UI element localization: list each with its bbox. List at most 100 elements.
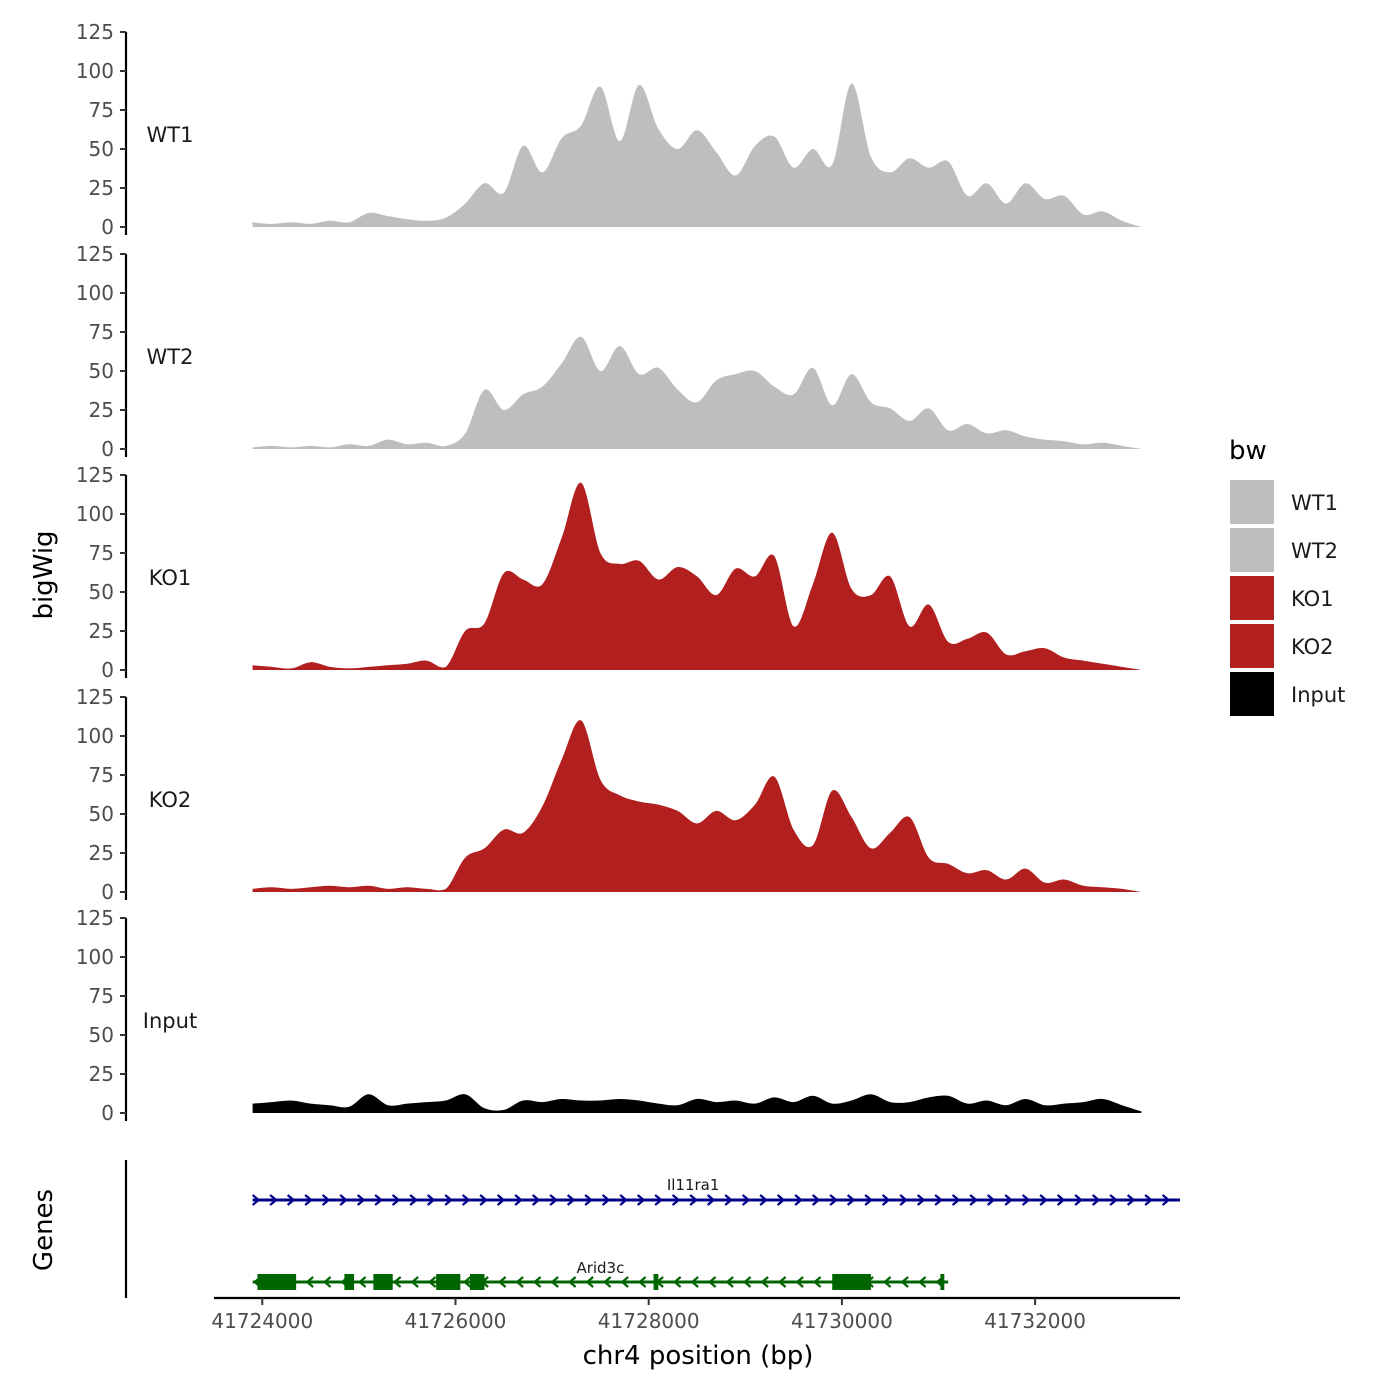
gene-label: Arid3c [576, 1259, 624, 1277]
strand-arrow-icon [636, 1194, 646, 1206]
y-tick-label: 125 [76, 685, 114, 709]
legend-label: WT2 [1291, 539, 1338, 563]
track-ko1: 0 25 50 75 100 125 KO1 [76, 463, 1142, 682]
y-tick-label: 50 [89, 359, 114, 383]
y-tick-label: 100 [76, 281, 114, 305]
strand-arrow-icon [776, 1194, 786, 1206]
strand-arrow-icon [1109, 1194, 1118, 1206]
strand-arrow-icon [515, 1276, 524, 1288]
strand-arrow-icon [760, 1276, 769, 1288]
legend-item-ko1: KO1 [1230, 576, 1334, 620]
strand-arrow-icon [392, 1276, 402, 1288]
track-label: WT2 [147, 345, 194, 369]
strand-arrow-icon [829, 1194, 838, 1206]
strand-arrow-icon [846, 1194, 856, 1206]
coverage-area-wt1 [252, 83, 1142, 227]
strand-arrow-icon [514, 1194, 523, 1206]
track-ko2: 0 25 50 75 100 125 KO2 [76, 685, 1142, 904]
coverage-tracks: 0 25 50 75 100 125 WT1 0 25 50 75 100 125 WT2 0 25 50 75 1… [76, 20, 1142, 1125]
strand-arrow-icon [707, 1276, 717, 1288]
strand-arrow-icon [567, 1276, 577, 1288]
strand-arrow-icon [426, 1194, 436, 1206]
exon [373, 1274, 393, 1290]
x-tick-label: 41728000 [598, 1309, 700, 1333]
strand-arrow-icon [1056, 1194, 1066, 1206]
strand-arrow-icon [427, 1276, 437, 1288]
y-tick-label: 25 [89, 176, 114, 200]
strand-arrow-icon [742, 1276, 752, 1288]
strand-arrow-icon [1021, 1194, 1031, 1206]
strand-arrow-icon [759, 1194, 768, 1206]
exon [653, 1274, 659, 1290]
strand-arrow-icon [1144, 1194, 1153, 1206]
y-tick-label: 0 [101, 437, 114, 461]
strand-arrow-icon [602, 1276, 612, 1288]
legend-label: KO1 [1291, 587, 1334, 611]
y-tick-label: 75 [89, 320, 114, 344]
legend-item-wt1: WT1 [1230, 480, 1338, 524]
strand-arrow-icon [269, 1194, 278, 1206]
strand-arrow-icon [601, 1194, 611, 1206]
strand-arrow-icon [812, 1276, 822, 1288]
strand-arrow-icon [881, 1194, 891, 1206]
strand-arrow-icon [1004, 1194, 1013, 1206]
strand-arrow-icon [549, 1194, 558, 1206]
strand-arrow-icon [951, 1194, 961, 1206]
track-wt1: 0 25 50 75 100 125 WT1 [76, 20, 1142, 239]
legend-swatch [1230, 672, 1274, 716]
strand-arrow-icon [550, 1276, 559, 1288]
strand-arrow-icon [795, 1276, 804, 1288]
track-label: Input [143, 1009, 197, 1033]
x-tick-label: 41732000 [984, 1309, 1086, 1333]
strand-arrow-icon [900, 1276, 909, 1288]
y-tick-label: 125 [76, 906, 114, 930]
y-tick-label: 0 [101, 215, 114, 239]
coverage-area-input [252, 1094, 1142, 1113]
y-tick-label: 100 [76, 59, 114, 83]
track-label: KO1 [149, 566, 192, 590]
strand-arrow-icon [479, 1194, 488, 1206]
strand-arrow-icon [1126, 1194, 1136, 1206]
legend-label: WT1 [1291, 491, 1338, 515]
strand-arrow-icon [934, 1194, 943, 1206]
strand-arrow-icon [916, 1194, 926, 1206]
strand-arrow-icon [305, 1276, 314, 1288]
exon [436, 1274, 461, 1290]
x-tick-label: 41726000 [405, 1309, 507, 1333]
legend-swatch [1230, 528, 1274, 572]
strand-arrow-icon [619, 1194, 628, 1206]
strand-arrow-icon [689, 1194, 698, 1206]
legend-swatch [1230, 624, 1274, 668]
strand-arrow-icon [374, 1194, 383, 1206]
coverage-area-ko1 [252, 482, 1142, 670]
y-tick-label: 100 [76, 724, 114, 748]
strand-arrow-icon [461, 1194, 471, 1206]
strand-arrow-icon [462, 1276, 472, 1288]
legend-title: bw [1229, 436, 1267, 466]
strand-arrow-icon [1161, 1194, 1171, 1206]
x-axis-title: chr4 position (bp) [583, 1341, 814, 1371]
strand-arrow-icon [444, 1194, 453, 1206]
legend-label: Input [1291, 683, 1345, 707]
legend-item-input: Input [1230, 672, 1345, 716]
strand-arrow-icon [986, 1194, 996, 1206]
strand-arrow-icon [339, 1194, 348, 1206]
strand-arrow-icon [322, 1276, 332, 1288]
exon [832, 1274, 871, 1290]
strand-arrow-icon [724, 1194, 733, 1206]
exon [257, 1274, 297, 1290]
strand-arrow-icon [811, 1194, 821, 1206]
legend-swatch [1230, 576, 1274, 620]
exon [469, 1274, 485, 1290]
strand-arrow-icon [969, 1194, 978, 1206]
y-tick-label: 125 [76, 242, 114, 266]
y-tick-label: 100 [76, 502, 114, 526]
y-tick-label: 25 [89, 1062, 114, 1086]
strand-arrow-icon [357, 1276, 367, 1288]
genes-axis-title: Genes [29, 1189, 59, 1271]
strand-arrow-icon [864, 1194, 873, 1206]
strand-arrow-icon [321, 1194, 331, 1206]
track-wt2: 0 25 50 75 100 125 WT2 [76, 242, 1142, 461]
exon [344, 1274, 355, 1290]
